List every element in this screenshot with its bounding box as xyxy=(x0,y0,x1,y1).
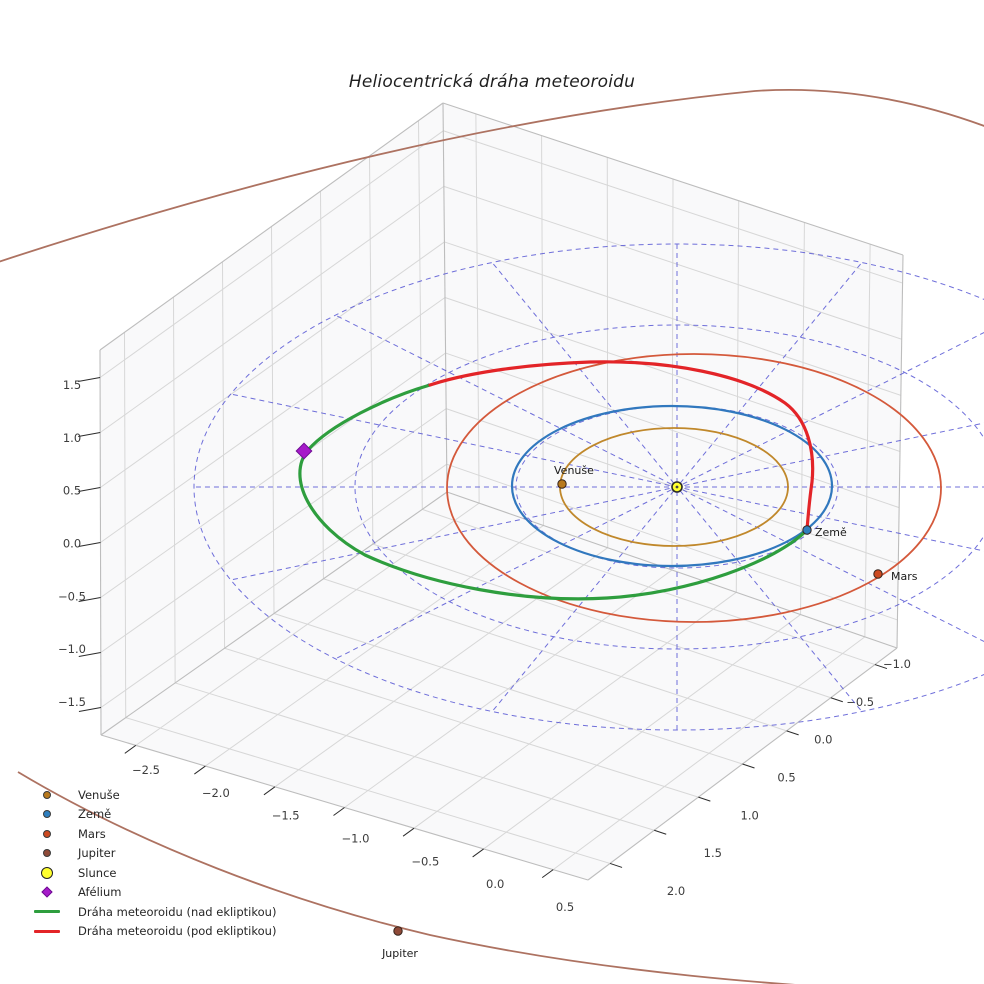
meteoroid-orbit xyxy=(298,360,815,601)
z-tick-label: −0.5 xyxy=(58,589,86,603)
aphelion-marker xyxy=(295,442,313,460)
z-tick-label: 1.5 xyxy=(63,378,81,392)
x-tick-label: −0.5 xyxy=(411,854,439,868)
legend-label: Slunce xyxy=(78,865,117,880)
legend-label: Afélium xyxy=(78,885,122,900)
jupiter-marker xyxy=(393,926,403,936)
legend-diamond-icon xyxy=(30,886,64,898)
y-tick-label: 1.5 xyxy=(704,846,722,860)
legend-item: Slunce xyxy=(30,863,276,883)
body-markers: Venuše Země Mars Jupiter xyxy=(295,442,918,960)
legend-dot-icon xyxy=(30,849,64,858)
meteoroid-below-ecliptic xyxy=(428,360,815,532)
mars-label: Mars xyxy=(891,570,918,583)
y-tick-label: −1.0 xyxy=(883,657,911,671)
x-tick-label: −1.0 xyxy=(342,832,370,846)
earth-marker xyxy=(802,525,812,535)
legend-item: Afélium xyxy=(30,883,276,903)
plot-title: Heliocentrická dráha meteoroidu xyxy=(348,72,636,92)
legend-label: Venuše xyxy=(78,787,120,802)
jupiter-label: Jupiter xyxy=(381,947,418,960)
legend-dot-icon xyxy=(30,810,64,819)
legend-label: Země xyxy=(78,807,112,822)
legend-item: Venuše xyxy=(30,785,276,805)
legend-item: Dráha meteoroidu (nad ekliptikou) xyxy=(30,902,276,922)
earth-orbit xyxy=(510,404,834,568)
z-tick-label: 0.0 xyxy=(63,537,81,551)
y-tick-label: 2.0 xyxy=(667,884,685,898)
legend-line-icon xyxy=(30,910,64,914)
pane-grid xyxy=(99,113,903,871)
legend-dot-icon xyxy=(30,790,64,799)
x-tick-label: −2.0 xyxy=(202,786,230,800)
legend-item: Dráha meteoroidu (pod ekliptikou) xyxy=(30,922,276,942)
legend: Venuše Země Mars Jupiter Slunce Afélium Dráha … xyxy=(30,785,276,941)
x-tick-label: 0.5 xyxy=(556,900,574,914)
legend-label: Dráha meteoroidu (nad ekliptikou) xyxy=(78,904,277,919)
meteoroid-above-ecliptic xyxy=(298,383,809,601)
jupiter-orbit-top xyxy=(0,88,984,263)
y-tick-label: 0.5 xyxy=(777,771,795,785)
legend-item: Jupiter xyxy=(30,844,276,864)
y-tick-label: −0.5 xyxy=(846,695,874,709)
venus-marker xyxy=(557,479,567,489)
jupiter-orbit-bottom xyxy=(17,771,795,984)
planet-orbits xyxy=(0,88,984,984)
legend-label: Dráha meteoroidu (pod ekliptikou) xyxy=(78,924,277,939)
earth-label: Země xyxy=(815,526,847,539)
x-tick-label: 0.0 xyxy=(486,877,504,891)
z-tick-label: 1.0 xyxy=(63,431,81,445)
legend-item: Země xyxy=(30,805,276,825)
legend-item: Mars xyxy=(30,824,276,844)
z-tick-label: 0.5 xyxy=(63,484,81,498)
legend-line-icon xyxy=(30,929,64,933)
venus-label: Venuše xyxy=(554,464,594,477)
z-tick-label: −1.5 xyxy=(58,695,86,709)
axes-panes xyxy=(100,103,903,880)
sun-center-dot xyxy=(675,485,679,489)
axis-ticks: −2.5 −2.0 −1.5 −1.0 −0.5 0.0 0.5 −1.0 −0.5 0.0 0.5… xyxy=(58,377,911,914)
z-tick-label: −1.0 xyxy=(58,642,86,656)
legend-label: Mars xyxy=(78,826,106,841)
legend-dot-icon xyxy=(30,829,64,838)
legend-label: Jupiter xyxy=(78,846,116,861)
legend-dot-big-icon xyxy=(30,866,64,879)
x-tick-label: −2.5 xyxy=(132,763,160,777)
y-tick-label: 0.0 xyxy=(814,733,832,747)
x-tick-label: −1.5 xyxy=(272,809,300,823)
mars-orbit xyxy=(446,353,942,623)
y-tick-label: 1.0 xyxy=(741,808,759,822)
mars-marker xyxy=(873,569,883,579)
